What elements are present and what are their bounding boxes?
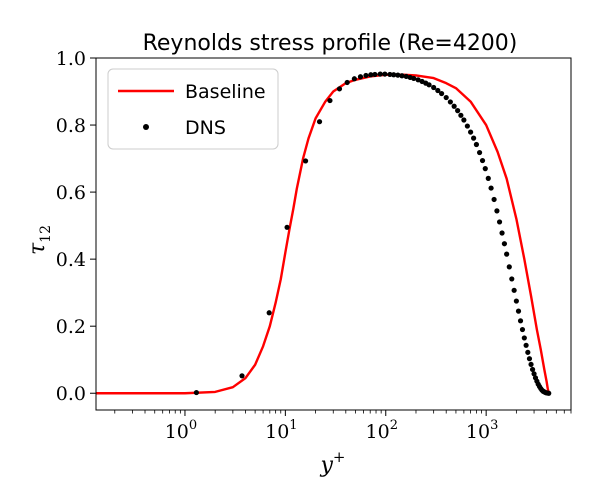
dns-point [239,373,245,379]
dns-point [494,208,500,214]
dns-point [482,166,488,172]
dns-point [461,117,467,123]
tick-layer: 0.0 0.2 0.4 0.6 0.8 1.0 100 101 102 103 [56,48,572,443]
dns-point [411,75,417,82]
y-tick-label: 0.2 [56,316,86,338]
dns-point [439,90,445,97]
dns-point [496,219,503,225]
dns-point [473,141,480,148]
dns-point [464,123,470,129]
plot-layer [96,71,552,396]
dns-point [284,224,290,230]
dns-point [499,230,505,236]
x-axis-label: y+ [319,448,345,478]
y-axis-label: τ12 [25,225,54,255]
dns-point [426,82,432,88]
dns-point [488,185,494,191]
dns-point [476,149,483,156]
dns-point [529,366,536,373]
dns-point [415,77,421,83]
dns-point [519,326,526,333]
dns-point [431,84,437,91]
dns-point [302,158,309,164]
dns-point [382,71,388,77]
dns-point [504,251,510,257]
dns-point [468,129,474,135]
dns-point [525,349,531,355]
dns-point [471,135,477,141]
dns-point [399,73,405,79]
dns-point [501,241,508,247]
dns-point [316,119,323,125]
dns-point [327,97,333,104]
dns-point [531,371,537,377]
x-tick-label: 102 [366,418,398,443]
legend-label-dns: DNS [185,117,226,139]
dns-point [435,87,441,94]
dns-point [506,264,512,270]
dns-point [266,310,272,316]
y-tick-label: 0.6 [56,182,86,204]
dns-point [451,103,457,109]
dns-point [351,76,357,82]
dns-point [377,71,383,77]
dns-point [368,72,374,78]
legend-label-baseline: Baseline [185,81,266,103]
dns-point [546,390,552,396]
dns-point [491,196,497,203]
dns-point [193,389,199,396]
dns-point [528,361,534,368]
dns-point [521,335,527,341]
legend-swatch-dns [143,124,149,130]
legend-box [107,68,279,150]
dns-point [344,79,350,86]
x-tick-label: 103 [466,418,498,443]
dns-point [363,72,369,79]
dns-point [509,276,515,282]
dns-point [395,72,401,78]
dns-point [391,72,397,78]
dns-point [443,94,449,101]
plot-frame [95,57,572,411]
dns-point [455,108,461,114]
legend: Baseline DNS [107,68,279,150]
x-tick-label: 100 [165,418,197,443]
dns-point [515,308,522,314]
dns-point [511,287,517,293]
y-tick-label: 0.4 [56,249,86,271]
dns-point [403,73,409,80]
dns-point [517,318,524,324]
chart-title: Reynolds stress profile (Re=4200) [143,31,518,56]
dns-point [372,71,378,78]
dns-point [336,86,343,92]
y-tick-label: 0.8 [56,115,86,137]
dns-point [357,74,364,80]
dns-point [513,298,519,304]
dns-point [523,342,529,348]
dns-point [526,356,533,362]
dns-point [447,99,453,105]
y-tick-label: 1.0 [56,48,86,70]
y-tick-label: 0.0 [56,383,86,405]
dns-point [458,112,464,118]
dns-point [485,175,491,181]
x-tick-label: 101 [265,418,297,443]
dns-point [387,71,393,78]
dns-point [479,157,486,164]
